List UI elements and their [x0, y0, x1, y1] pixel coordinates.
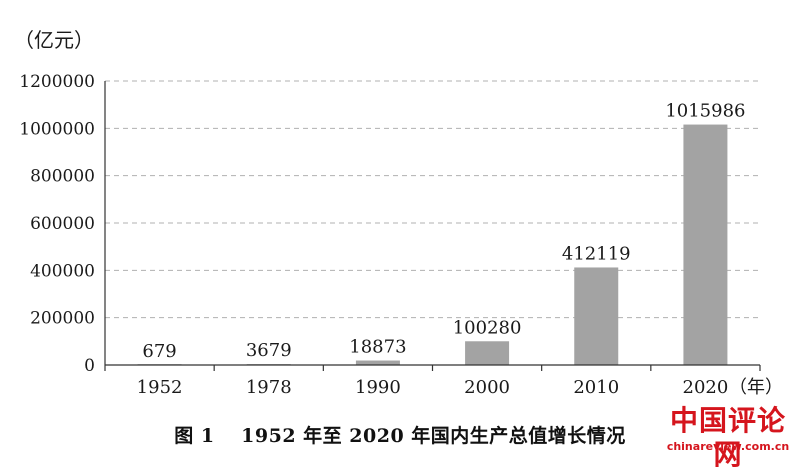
watermark-brand: 中国评论网 — [669, 404, 786, 471]
y-tick-label: 400000 — [30, 261, 95, 281]
y-axis-label: （亿元） — [14, 28, 94, 52]
x-tick-label: 1990 — [355, 377, 401, 398]
data-label: 679 — [142, 341, 176, 362]
data-label: 18873 — [349, 337, 406, 358]
labels: 0 200000 400000 600000 800000 1000000 1200000 （… — [14, 28, 783, 398]
data-label: 1015986 — [665, 101, 745, 122]
data-label: 412119 — [562, 243, 631, 264]
watermark-url: chinareview.com.cn — [666, 440, 790, 453]
watermark-logo: 中国评论网 chinareview.com.cn — [660, 404, 796, 471]
figure-caption: 图 1 1952 年至 2020 年国内生产总值增长情况 — [174, 425, 626, 447]
gridlines — [105, 80, 760, 319]
bar — [355, 360, 400, 365]
data-label: 100280 — [453, 317, 522, 338]
x-tick-label: 1952 — [137, 377, 183, 398]
x-tick-label: 2020 — [683, 377, 729, 398]
y-tick-label: 800000 — [30, 167, 95, 187]
data-label: 3679 — [246, 340, 292, 361]
bars — [137, 124, 728, 365]
y-tick-label: 1200000 — [19, 72, 95, 92]
x-tick-label: 2010 — [573, 377, 619, 398]
bar — [683, 124, 728, 365]
y-tick-label: 200000 — [30, 309, 95, 329]
bar — [574, 267, 619, 365]
x-tick-label: 1978 — [246, 377, 292, 398]
bar — [465, 341, 510, 365]
x-axis-label: （年） — [729, 377, 783, 398]
y-tick-label: 0 — [84, 356, 95, 376]
y-tick-label: 600000 — [30, 214, 95, 234]
y-tick-label: 1000000 — [19, 119, 95, 139]
axes — [104, 81, 761, 371]
x-tick-label: 2000 — [464, 377, 510, 398]
